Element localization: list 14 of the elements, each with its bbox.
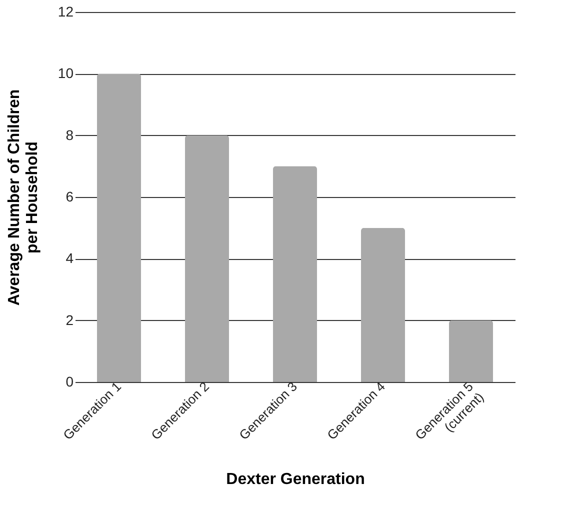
y-tick-label: 6 xyxy=(66,188,74,204)
bar xyxy=(185,135,229,382)
y-tick-label: 2 xyxy=(66,312,74,328)
y-tick-label: 10 xyxy=(58,65,74,82)
y-tick-label: 0 xyxy=(66,374,74,390)
bar xyxy=(97,74,141,382)
x-axis-title: Dexter Generation xyxy=(226,471,365,488)
bar xyxy=(361,228,405,382)
y-tick-label: 12 xyxy=(58,4,74,20)
y-tick-label: 4 xyxy=(66,250,74,266)
y-axis-title: Average Number of Children per Household xyxy=(6,89,41,306)
bar xyxy=(449,320,493,382)
y-tick-label: 8 xyxy=(66,126,74,143)
bar xyxy=(273,166,317,382)
